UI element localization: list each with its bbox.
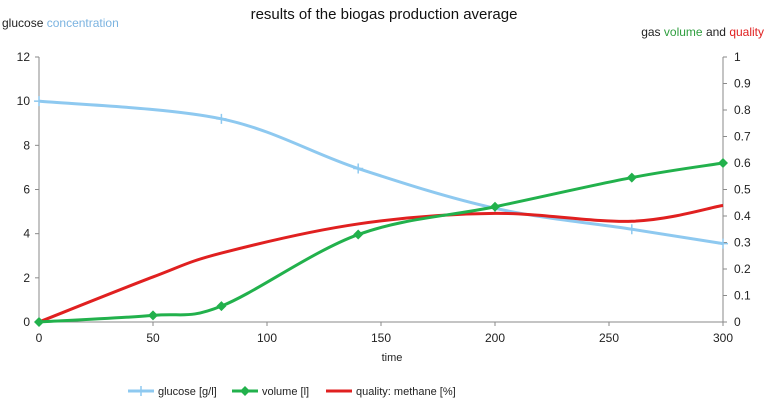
y-right-tick-label: 0.5: [734, 183, 751, 197]
y-right-tick-label: 0.7: [734, 130, 751, 144]
series-1-point: [490, 201, 500, 212]
y-left-tick-label: 6: [23, 183, 30, 197]
x-tick-label: 200: [485, 331, 505, 345]
right-axis-title-part3: and: [705, 25, 726, 39]
left-axis-title-part2: concentration: [46, 16, 119, 30]
legend-marker: [240, 386, 250, 396]
y-left-tick-label: 8: [23, 138, 30, 152]
series-line-2: [38, 203, 724, 324]
y-left-tick-label: 2: [23, 271, 30, 285]
right-axis-title-part1: gas: [641, 25, 661, 39]
series-0-point: [34, 96, 44, 107]
right-axis-title-part2: volume: [663, 25, 703, 39]
x-tick-label: 150: [371, 331, 391, 345]
y-right-tick-label: 0.2: [734, 262, 751, 276]
x-tick-label: 300: [713, 331, 733, 345]
left-axis-title: glucose concentration: [2, 16, 119, 30]
series-0-point: [216, 113, 227, 124]
series-0-point: [626, 224, 637, 235]
y-right-tick-label: 0.9: [734, 77, 751, 91]
series-line-1: [38, 161, 724, 324]
y-right-tick-label: 0.1: [734, 289, 751, 303]
series-1-point: [353, 229, 364, 240]
legend-marker: [136, 386, 146, 396]
series-1-point: [148, 310, 158, 321]
legend-label: volume [l]: [262, 386, 309, 398]
y-right-tick-label: 1: [734, 50, 741, 64]
left-axis-title-part1: glucose: [2, 16, 44, 30]
y-right-tick-label: 0.3: [734, 236, 751, 250]
legend-label: quality: methane [%]: [356, 386, 456, 398]
y-right-tick-label: 0.6: [734, 156, 751, 170]
series-1-point: [718, 158, 728, 168]
series-0-point: [718, 238, 728, 249]
series-0-point: [353, 163, 364, 174]
y-left-tick-label: 4: [23, 227, 30, 241]
y-left-tick-label: 10: [17, 94, 31, 108]
y-left-tick-label: 0: [23, 315, 30, 329]
x-tick-label: 100: [257, 331, 277, 345]
x-tick-label: 0: [36, 331, 43, 345]
series-1-point: [626, 172, 637, 183]
y-right-tick-label: 0.8: [734, 103, 751, 117]
right-axis-title: gas volume and quality: [641, 25, 764, 39]
x-tick-label: 50: [146, 331, 160, 345]
series-1-point: [34, 317, 44, 327]
x-tick-label: 250: [599, 331, 619, 345]
y-right-tick-label: 0: [734, 315, 741, 329]
legend-label: glucose [g/l]: [158, 386, 217, 398]
y-right-tick-label: 0.4: [734, 209, 751, 223]
x-axis-label: time: [382, 352, 403, 364]
series-1-point: [216, 301, 227, 312]
y-left-tick-label: 12: [17, 50, 31, 64]
chart-title: results of the biogas production average: [250, 6, 518, 23]
right-axis-title-part4: quality: [729, 25, 764, 39]
